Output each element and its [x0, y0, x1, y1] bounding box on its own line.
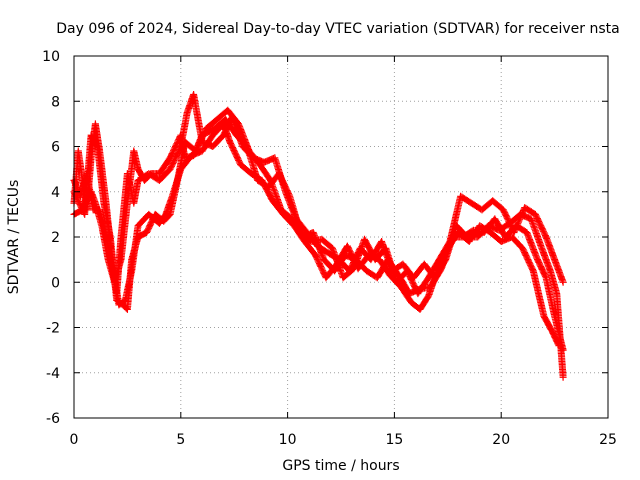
- y-tick-label: -2: [46, 321, 60, 337]
- x-tick-label: 20: [492, 432, 510, 448]
- y-tick-label: -6: [46, 411, 60, 427]
- x-tick-label: 25: [599, 432, 617, 448]
- series-track-c: [70, 115, 567, 298]
- series-markers: [70, 115, 567, 298]
- y-tick-label: 4: [51, 185, 60, 201]
- data-series: [70, 91, 567, 381]
- x-tick-label: 15: [385, 432, 403, 448]
- y-axis-label: SDTVAR / TECUs: [6, 180, 22, 295]
- y-tick-label: 8: [51, 94, 60, 110]
- y-tick-label: 10: [42, 49, 60, 65]
- grid: [74, 56, 608, 418]
- y-tick-label: 6: [51, 140, 60, 156]
- y-tick-label: -4: [46, 366, 60, 382]
- y-tick-label: 0: [51, 275, 60, 291]
- x-tick-label: 0: [70, 432, 79, 448]
- y-tick-labels: -6 -4 -2 0 2 4 6 8 10: [42, 49, 60, 427]
- x-tick-label: 5: [176, 432, 185, 448]
- x-tick-labels: 0 5 10 15 20 25: [70, 432, 617, 448]
- y-tick-label: 2: [51, 230, 60, 246]
- x-tick-label: 10: [279, 432, 297, 448]
- chart-title: Day 096 of 2024, Sidereal Day-to-day VTE…: [56, 21, 619, 37]
- x-axis-label: GPS time / hours: [282, 458, 399, 474]
- axis-ticks: [73, 55, 609, 419]
